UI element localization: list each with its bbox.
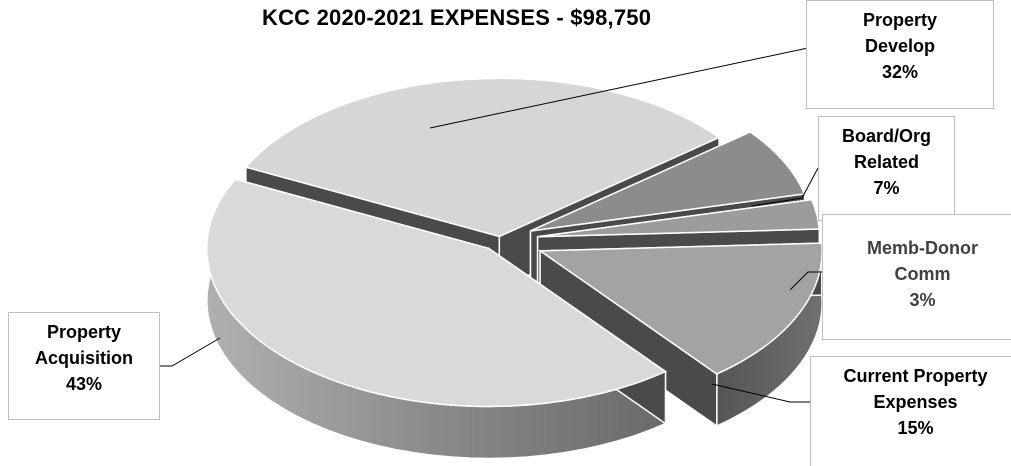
slice-label-memb-donor-comm: Memb-Donor Comm 3% [822,214,1011,340]
slice-label-line: Related [853,152,920,172]
slice-percent: 15% [897,418,934,438]
pie-slice-board-org-related [530,131,806,232]
slice-label-line: Property [46,322,122,342]
slice-label-line: Memb-Donor [867,238,978,258]
slice-label-property-acquisition: Property Acquisition 43% [8,312,160,420]
slice-percent: 32% [881,62,919,82]
slice-label-current-property-expenses: Current Property Expenses 15% [810,356,1011,466]
pie-slice-current-property-expenses [537,242,823,375]
slice-label-line: Expenses [873,392,958,412]
slice-label-board-org-related: Board/Org Related 7% [818,116,955,221]
slice-label-line: Acquisition [35,348,133,368]
leader-line [429,47,809,129]
slice-percent: 7% [873,178,900,198]
slice-percent: 43% [65,374,103,394]
slice-label-line: Develop [864,36,936,56]
slice-label-line: Property [862,10,938,30]
leader-line [789,271,822,291]
pie-slice-property-develop [244,77,721,238]
leader-line [751,167,819,207]
slice-label-line: Comm [894,264,951,284]
slice-percent: 3% [909,290,936,310]
slice-label-line: Current Property [843,366,988,386]
chart-title: KCC 2020-2021 EXPENSES - $98,750 [262,5,652,30]
pie-slice-property-acquisition [206,178,667,408]
slice-label-line: Board/Org [841,126,931,146]
leader-line [711,383,810,403]
slice-label-property-develop: Property Develop 32% [806,0,994,109]
leader-line [160,337,221,367]
pie-slice-memb-donor-comm [537,198,821,238]
